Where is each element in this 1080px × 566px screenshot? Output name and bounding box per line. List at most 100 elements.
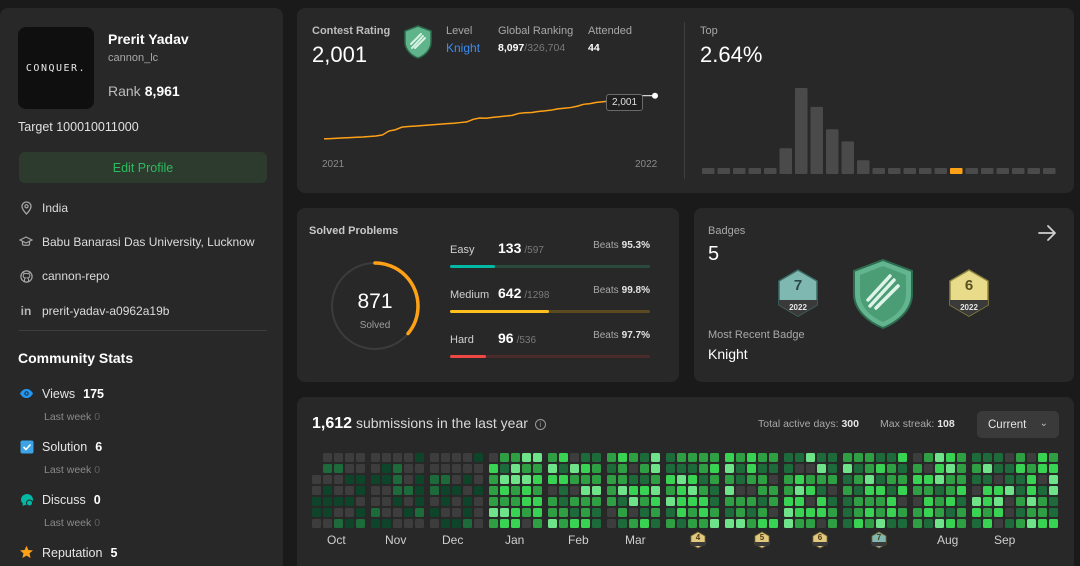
difficulty-medium[interactable]: Medium 642/1298 Beats 99.8% [450,285,650,313]
avatar[interactable]: CONQUER. [18,27,94,109]
heatmap-cell [463,497,472,506]
heatmap-cell [581,486,590,495]
rating-line-chart[interactable] [312,88,667,148]
heatmap-cell [769,464,778,473]
heatmap-cell [688,475,697,484]
heatmap-cell [334,486,343,495]
heatmap-cell [463,475,472,484]
difficulty-easy[interactable]: Easy 133/597 Beats 95.3% [450,240,650,268]
community-stats-title: Community Stats [18,350,134,366]
solved-ring[interactable] [329,260,421,352]
heatmap-cell [972,497,981,506]
heatmap-cell [1005,475,1014,484]
heatmap-cell [581,475,590,484]
linkedin-link[interactable]: prerit-yadav-a0962a19b [42,304,170,318]
heatmap-cell [972,453,981,462]
heatmap-cell [747,519,756,528]
heatmap-cell [957,519,966,528]
badge-knight[interactable] [850,258,916,335]
heatmap-cell [806,475,815,484]
month-label-apr: 4 [689,531,707,552]
badge-contest-6[interactable]: 6 2022 [945,268,993,325]
github-link[interactable]: cannon-repo [42,269,110,283]
linkedin-row[interactable]: in prerit-yadav-a0962a19b [19,304,170,318]
contest-panel: Contest Rating 2,001 Level Knight Global… [297,8,1074,193]
heatmap-cell [957,497,966,506]
heatmap-cell [666,508,675,517]
month-label-oct: Oct [327,533,346,547]
heatmap-cell [677,519,686,528]
heatmap-cell [1027,475,1036,484]
heatmap-cell [345,497,354,506]
heatmap-cell [784,464,793,473]
heatmap-cell [994,486,1003,495]
difficulty-hard[interactable]: Hard 96/536 Beats 97.7% [450,330,650,358]
heatmap-cell [548,486,557,495]
university-row: Babu Banarasi Das University, Lucknow [19,235,255,249]
heatmap-cell [957,508,966,517]
heatmap-cell [983,497,992,506]
badge-contest-7[interactable]: 7 2022 [774,268,822,325]
heatmap-cell [1005,486,1014,495]
heatmap-cell [592,464,601,473]
submission-heatmap[interactable] [312,453,1062,531]
heatmap-cell [607,519,616,528]
heatmap-cell [404,475,413,484]
heatmap-cell [1027,486,1036,495]
profile-panel: CONQUER. Prerit Yadav cannon_lc Rank 8,96… [0,8,283,566]
last-week-label: Last week [44,464,92,476]
heatmap-cell [1016,519,1025,528]
heatmap-cell [806,497,815,506]
profile-target: Target 100010011000 [18,120,139,134]
heatmap-cell [677,464,686,473]
heatmap-cell [581,519,590,528]
star-icon [19,545,34,560]
rating-tooltip: 2,001 [606,94,644,111]
heatmap-cell [323,475,332,484]
heatmap-cell [323,508,332,517]
heatmap-cell [828,486,837,495]
heatmap-cell [312,497,321,506]
heatmap-cell [806,464,815,473]
heatmap-cell [924,475,933,484]
knight-badge-icon[interactable] [402,25,434,64]
rating-histogram[interactable] [702,78,1057,176]
heatmap-cell [688,519,697,528]
badge-right-year: 2022 [960,303,978,312]
heatmap-cell [747,486,756,495]
github-row[interactable]: cannon-repo [19,269,109,283]
x-axis-end: 2022 [635,159,658,170]
arrow-right-icon[interactable] [1036,222,1058,249]
heatmap-cell [795,508,804,517]
edit-profile-button[interactable]: Edit Profile [19,152,267,183]
heatmap-cell [474,497,483,506]
level-value[interactable]: Knight [446,41,481,55]
solved-label: Solved [359,320,391,331]
stat-discuss-lastweek-value: 0 [94,517,101,529]
heatmap-cell [983,464,992,473]
heatmap-cell [924,497,933,506]
heatmap-cell [1038,519,1047,528]
heatmap-cell [699,464,708,473]
heatmap-cell [393,486,402,495]
medium-solved: 642 [498,285,522,301]
heatmap-cell [1049,519,1058,528]
heatmap-cell [828,475,837,484]
heatmap-cell [843,497,852,506]
heatmap-cell [345,486,354,495]
heatmap-cell [898,486,907,495]
heatmap-cell [356,453,365,462]
heatmap-cell [1016,508,1025,517]
heatmap-cell [548,475,557,484]
month-label-feb: Feb [568,533,589,547]
heatmap-cell [725,486,734,495]
info-icon[interactable]: i [534,419,546,430]
year-select-dropdown[interactable]: Current ⌄ [977,411,1059,438]
heatmap-cell [828,497,837,506]
heatmap-cell [994,453,1003,462]
heatmap-cell [312,475,321,484]
histogram-bar [1027,168,1040,174]
heatmap-cell [559,464,568,473]
active-days: Total active days: 300 [758,418,859,430]
location-pin-icon [19,201,33,215]
